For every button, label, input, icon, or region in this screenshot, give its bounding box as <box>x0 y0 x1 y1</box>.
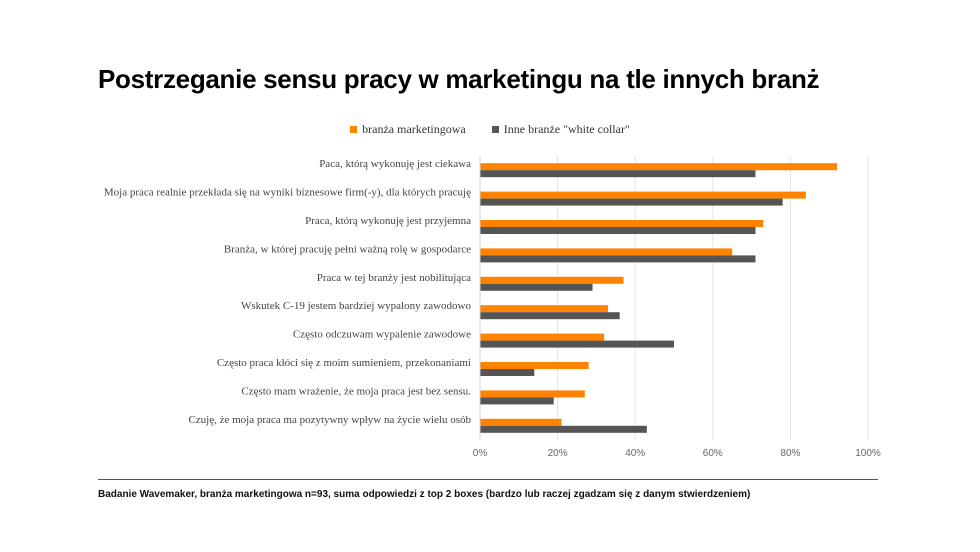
x-tick-label: 100% <box>855 448 881 459</box>
x-tick-label: 80% <box>780 448 800 459</box>
bar-other <box>480 227 756 234</box>
category-label: Moja praca realnie przekłada się na wyni… <box>104 187 471 199</box>
category-label: Paca, którą wykonuję jest ciekawa <box>319 158 471 170</box>
category-label: Często praca kłóci się z moim sumieniem,… <box>217 357 471 369</box>
legend-label-marketing: branża marketingowa <box>362 122 466 136</box>
legend-item-other: Inne branże "white collar" <box>491 122 630 137</box>
legend-label-other: Inne branże "white collar" <box>503 122 630 136</box>
bar-other <box>480 425 647 433</box>
bar-other <box>480 170 756 178</box>
x-tick-label: 40% <box>625 448 645 459</box>
bar-other <box>480 369 535 376</box>
footnote-divider <box>98 479 878 480</box>
chart-title: Postrzeganie sensu pracy w marketingu na… <box>98 64 820 94</box>
footnote: Badanie Wavemaker, branża marketingowa n… <box>98 489 751 500</box>
bar-other <box>480 340 674 348</box>
legend-swatch-other <box>491 126 499 133</box>
bar-marketing <box>480 305 609 313</box>
bar-chart: 0% 20% 40% 60% 80% 100% Paca, którą wykonuję j… <box>104 156 881 459</box>
legend-swatch-marketing <box>350 126 358 133</box>
category-label: Praca, którą wykonuję jest przyjemna <box>305 215 471 227</box>
bar-marketing <box>480 220 764 227</box>
category-label: Praca w tej branży jest nobilitująca <box>317 272 471 284</box>
bar-other <box>480 312 620 320</box>
bar-other <box>480 255 756 263</box>
bar-marketing <box>480 248 733 256</box>
category-label: Czuję, że moja praca ma pozytywny wpływ … <box>188 414 471 426</box>
category-label: Często odczuwam wypalenie zawodowe <box>293 329 471 341</box>
category-label: Często mam wrażenie, że moja praca jest … <box>241 385 471 397</box>
bar-marketing <box>480 418 562 426</box>
category-label: Branża, w której pracuję pełni ważną rol… <box>224 243 471 255</box>
legend-item-marketing: branża marketingowa <box>350 122 466 137</box>
bar-marketing <box>480 163 837 171</box>
x-tick-label: 0% <box>473 448 488 459</box>
bar-other <box>480 198 783 206</box>
bar-marketing <box>480 390 585 398</box>
bar-other <box>480 397 554 405</box>
x-tick-label: 60% <box>703 448 723 459</box>
category-label: Wskutek C-19 jestem bardziej wypalony za… <box>241 300 472 312</box>
bar-other <box>480 283 593 291</box>
bar-marketing <box>480 191 806 199</box>
x-tick-label: 20% <box>548 448 568 459</box>
bar-marketing <box>480 333 605 341</box>
bar-marketing <box>480 276 624 284</box>
chart-legend: branża marketingowa Inne branże "white c… <box>0 122 980 137</box>
bar-marketing <box>480 362 589 369</box>
